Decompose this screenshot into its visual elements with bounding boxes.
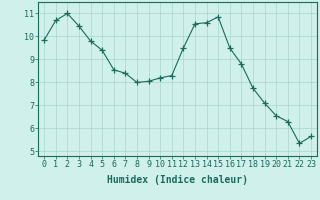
X-axis label: Humidex (Indice chaleur): Humidex (Indice chaleur) [107,175,248,185]
